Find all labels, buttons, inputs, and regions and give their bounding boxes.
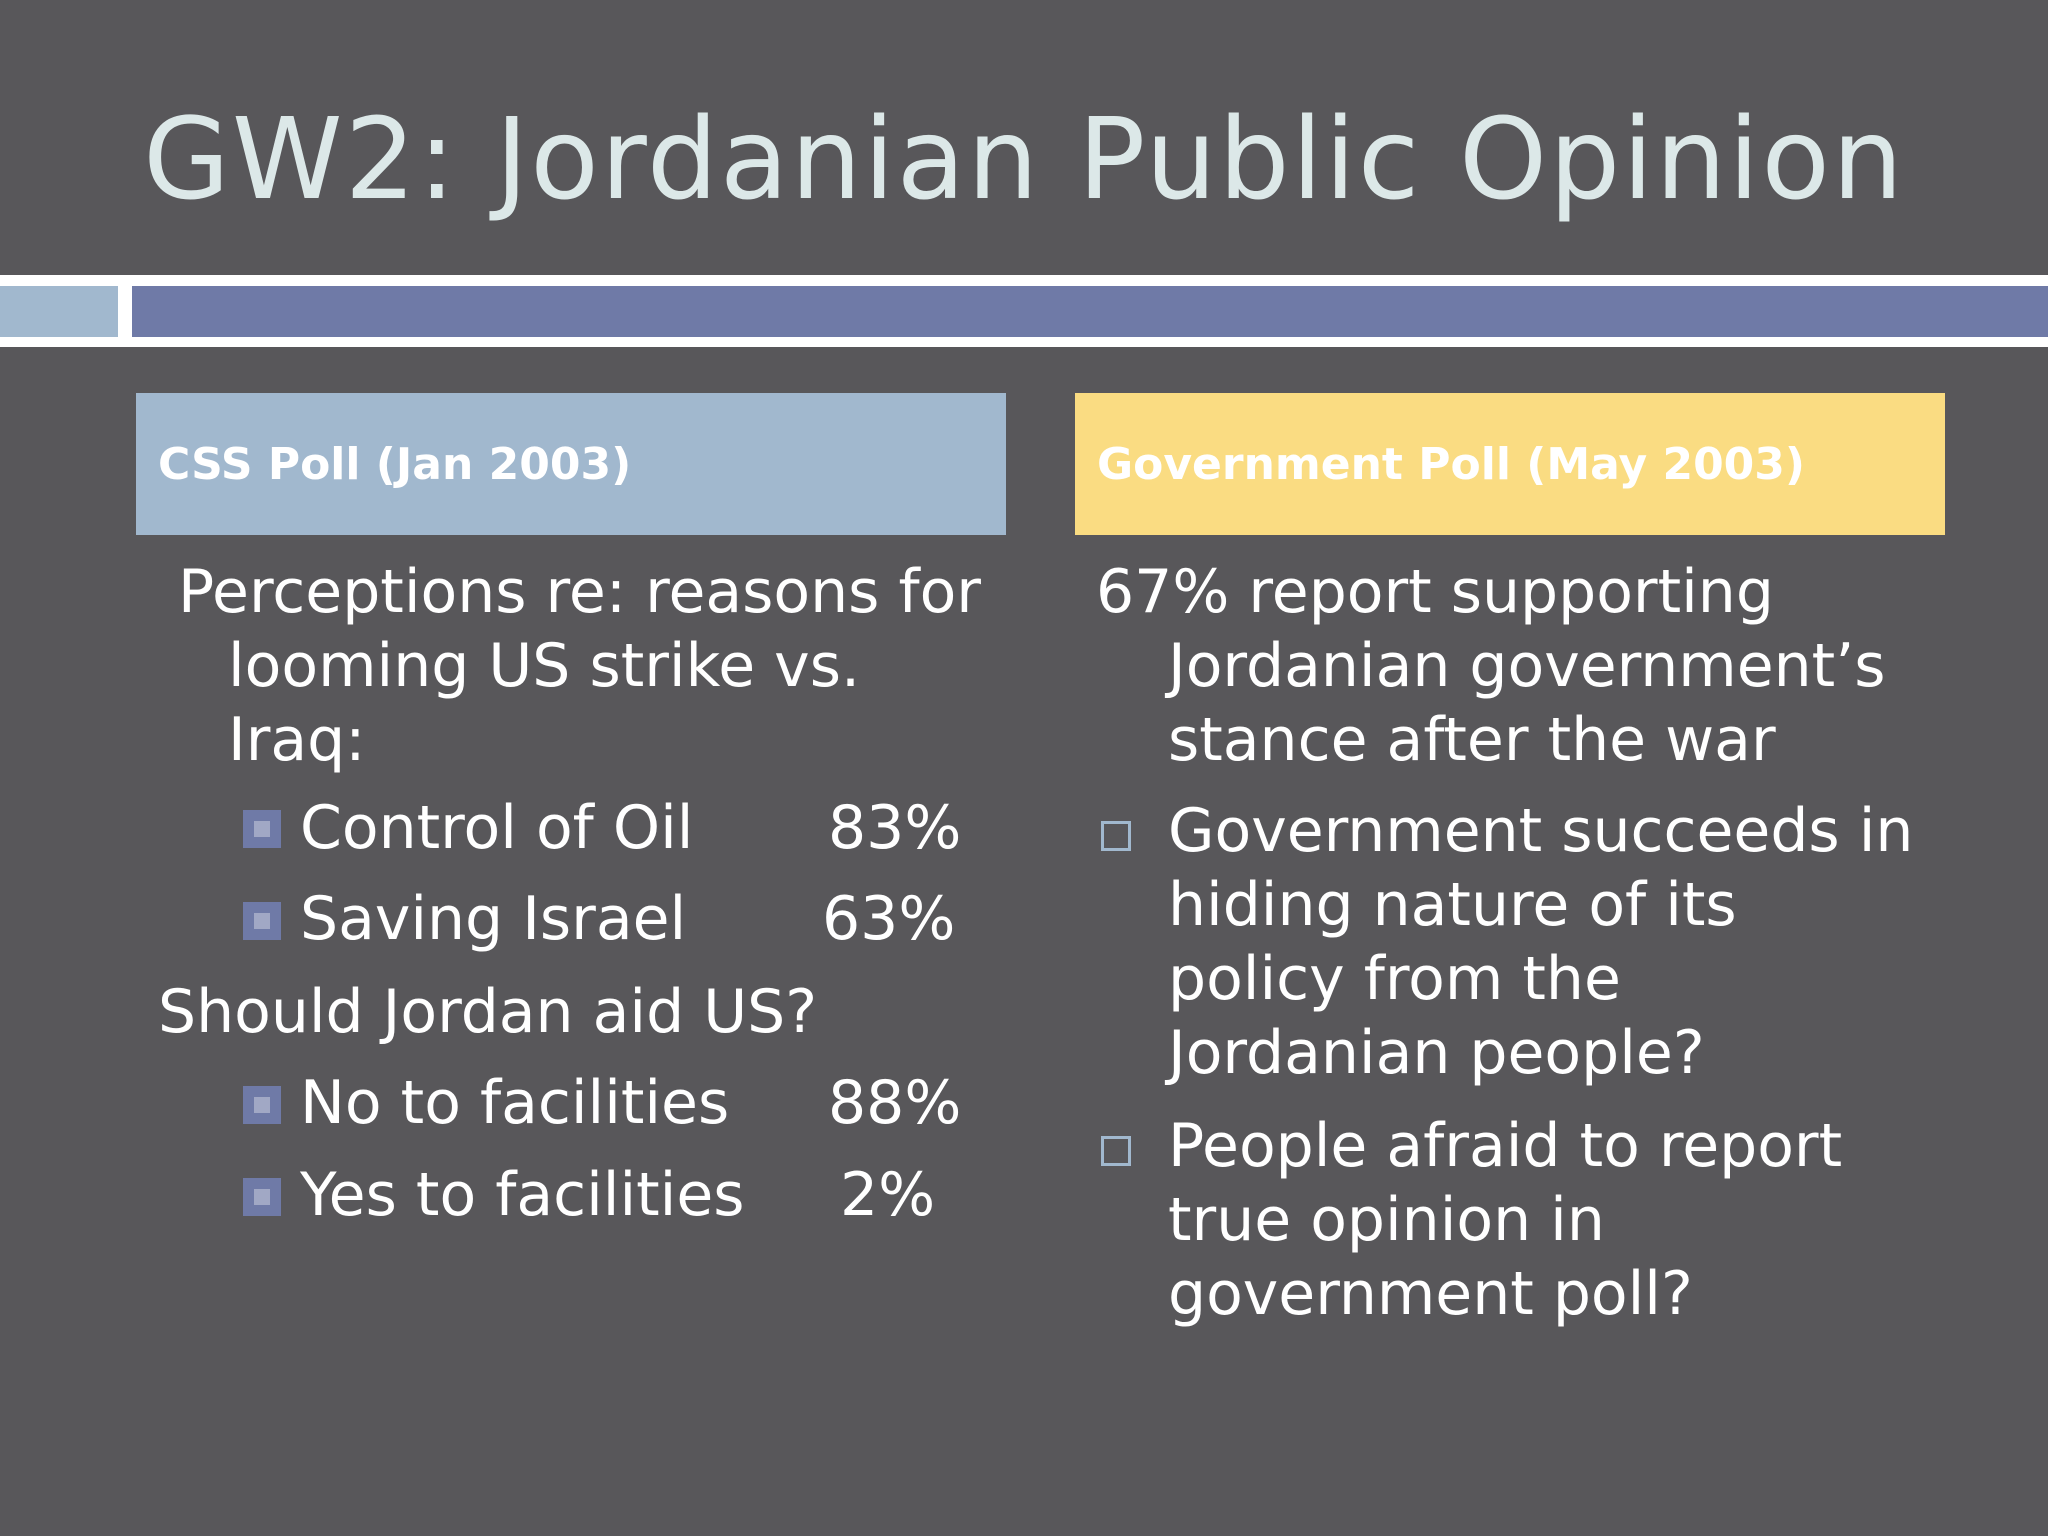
item-no-to-facilities-label: No to facilities (300, 1068, 730, 1138)
left-intro-line-2: looming US strike vs. (228, 631, 861, 701)
item-no-to-facilities-value: 88% (828, 1068, 962, 1138)
right-intro-line-3: stance after the war (1168, 705, 1776, 775)
left-intro-line-3: Iraq: (228, 705, 366, 775)
right-bullet-2-line-3: government poll? (1168, 1259, 1693, 1329)
right-intro-line-1: 67% report supporting (1096, 557, 1774, 627)
item-saving-israel-label: Saving Israel (300, 884, 687, 954)
right-bullet-1-line-4: Jordanian people? (1168, 1018, 1705, 1088)
item-control-of-oil-label: Control of Oil (300, 793, 694, 863)
right-bullet-1-line-1: Government succeeds in (1168, 796, 1914, 866)
square-bullet-icon (243, 1178, 281, 1216)
right-bullet-1-line-2: hiding nature of its (1168, 870, 1737, 940)
hollow-square-bullet-icon (1101, 1136, 1131, 1166)
slide-title: GW2: Jordanian Public Opinion (143, 95, 1905, 225)
left-question: Should Jordan aid US? (158, 977, 818, 1047)
css-poll-header: CSS Poll (Jan 2003) (136, 393, 1006, 535)
hollow-square-bullet-icon (1101, 821, 1131, 851)
square-bullet-icon (243, 810, 281, 848)
square-bullet-icon (243, 1086, 281, 1124)
right-intro-line-2: Jordanian government’s (1168, 631, 1886, 701)
right-bullet-2-line-1: People afraid to report (1168, 1111, 1843, 1181)
left-intro-line-1: Perceptions re: reasons for (178, 557, 981, 627)
header-band-right-accent (132, 286, 2048, 337)
item-yes-to-facilities-label: Yes to facilities (300, 1160, 745, 1230)
item-yes-to-facilities-value: 2% (840, 1160, 936, 1230)
item-control-of-oil-value: 83% (828, 793, 962, 863)
government-poll-header: Government Poll (May 2003) (1075, 393, 1945, 535)
right-bullet-2-line-2: true opinion in (1168, 1185, 1605, 1255)
item-saving-israel-value: 63% (822, 884, 956, 954)
header-band-left-accent (0, 286, 118, 337)
right-bullet-1-line-3: policy from the (1168, 944, 1621, 1014)
square-bullet-icon (243, 902, 281, 940)
